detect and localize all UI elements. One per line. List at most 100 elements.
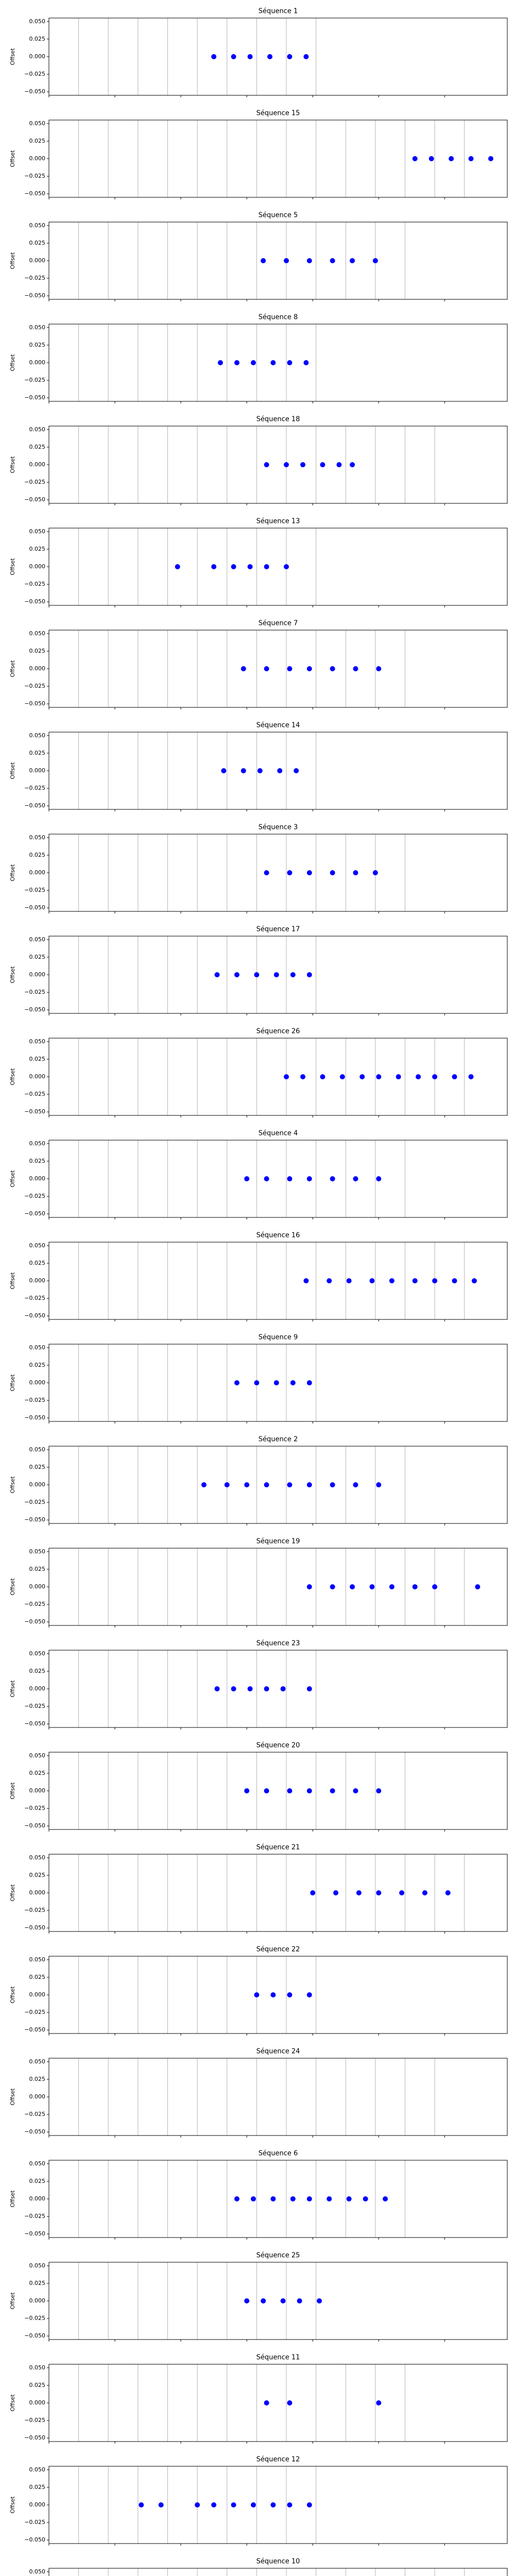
y-tick-label: 0.050 [29,1038,46,1045]
y-tick-label: 0.000 [29,2093,46,2100]
y-tick-label: −0.050 [24,88,45,95]
dot [346,1278,352,1283]
y-tick-label: −0.050 [24,2434,45,2441]
dot [254,972,260,977]
y-tick-label: 0.000 [29,971,46,978]
subplot-title: Séquence 25 [256,2252,300,2260]
y-tick-label: −0.050 [24,1006,45,1013]
dot [211,564,217,569]
y-tick-label: −0.050 [24,1210,45,1217]
y-tick-label: −0.025 [24,989,45,995]
y-tick-label: 0.050 [29,1446,46,1453]
dot [306,1788,312,1793]
y-tick-label: 0.050 [29,324,46,331]
y-tick-label: 0.000 [29,563,46,570]
y-tick-label: 0.000 [29,1991,46,1998]
y-tick-label: 0.000 [29,1277,46,1284]
dot [330,1176,335,1181]
dot [264,870,269,875]
y-tick-label: 0.025 [29,750,46,756]
y-axis-label: Offset [9,1782,16,1800]
subplot-title: Séquence 10 [256,2558,300,2566]
y-tick-label: −0.025 [24,2417,45,2424]
dot [247,564,253,569]
y-tick-label: 0.025 [29,1158,46,1164]
y-tick-label: 0.000 [29,1073,46,1080]
dot [270,2502,276,2507]
y-tick-label: −0.050 [24,598,45,605]
y-tick-label: 0.000 [29,359,46,366]
dot [389,1278,394,1283]
y-tick-label: −0.025 [24,71,45,77]
dot [264,564,269,569]
dot [396,1074,401,1079]
dot [284,462,289,467]
y-tick-label: 0.000 [29,1889,46,1896]
dot [231,2502,236,2507]
axes-frame [48,834,508,912]
dot [294,768,299,773]
dot [350,1584,355,1589]
y-axis-label: Offset [9,2088,16,2106]
dot [346,2196,352,2201]
axes-frame [48,324,508,402]
dot [475,1584,480,1589]
y-tick-label: −0.050 [24,2128,45,2135]
y-tick-label: −0.050 [24,1414,45,1421]
subplot-title: Séquence 4 [259,1130,298,1138]
axes-frame [48,1854,508,1932]
y-tick-label: −0.050 [24,700,45,707]
dot [264,666,269,671]
dot [306,1482,312,1487]
dot [376,2400,382,2405]
y-tick-label: −0.050 [24,496,45,503]
dot [320,462,325,467]
dot [452,1278,457,1283]
dot [306,666,312,671]
dot [287,1176,293,1181]
dot [264,462,269,467]
dot [287,1992,293,1997]
dot [284,258,289,263]
y-axis-label: Offset [9,1680,16,1698]
dot [247,54,253,59]
y-tick-label: 0.050 [29,1344,46,1351]
dot [264,1176,269,1181]
dot [261,2298,266,2303]
y-tick-label: 0.050 [29,2466,46,2473]
dot [353,870,358,875]
dot [468,156,474,161]
y-tick-label: 0.000 [29,1379,46,1386]
subplot-title: Séquence 15 [256,110,300,117]
subplot-title: Séquence 19 [256,1538,300,1546]
y-tick-label: −0.050 [24,2230,45,2237]
y-axis-label: Offset [9,864,16,882]
dot [306,2196,312,2201]
dot [300,462,306,467]
y-tick-label: −0.050 [24,2332,45,2339]
dot [241,768,246,773]
subplot-title: Séquence 22 [256,1946,300,1954]
y-tick-label: 0.000 [29,2195,46,2202]
dot [445,1890,451,1895]
subplot-title: Séquence 2 [259,1436,298,1444]
subplot-title: Séquence 8 [259,314,298,321]
subplot-title: Séquence 18 [256,416,300,423]
y-tick-label: 0.050 [29,2568,46,2575]
dot [244,1788,250,1793]
y-tick-label: 0.050 [29,1242,46,1249]
dot [412,1278,418,1283]
y-tick-label: 0.000 [29,665,46,672]
dot [211,54,217,59]
y-tick-label: 0.025 [29,240,46,246]
y-tick-label: −0.025 [24,1295,45,1301]
dot [376,666,382,671]
y-tick-label: 0.025 [29,2280,46,2286]
y-tick-label: 0.050 [29,2058,46,2065]
y-tick-label: 0.050 [29,18,46,25]
y-tick-label: 0.050 [29,936,46,943]
dot [303,54,309,59]
y-tick-label: −0.025 [24,1397,45,1403]
y-tick-label: 0.025 [29,2076,46,2082]
subplot-title: Séquence 1 [259,8,298,15]
